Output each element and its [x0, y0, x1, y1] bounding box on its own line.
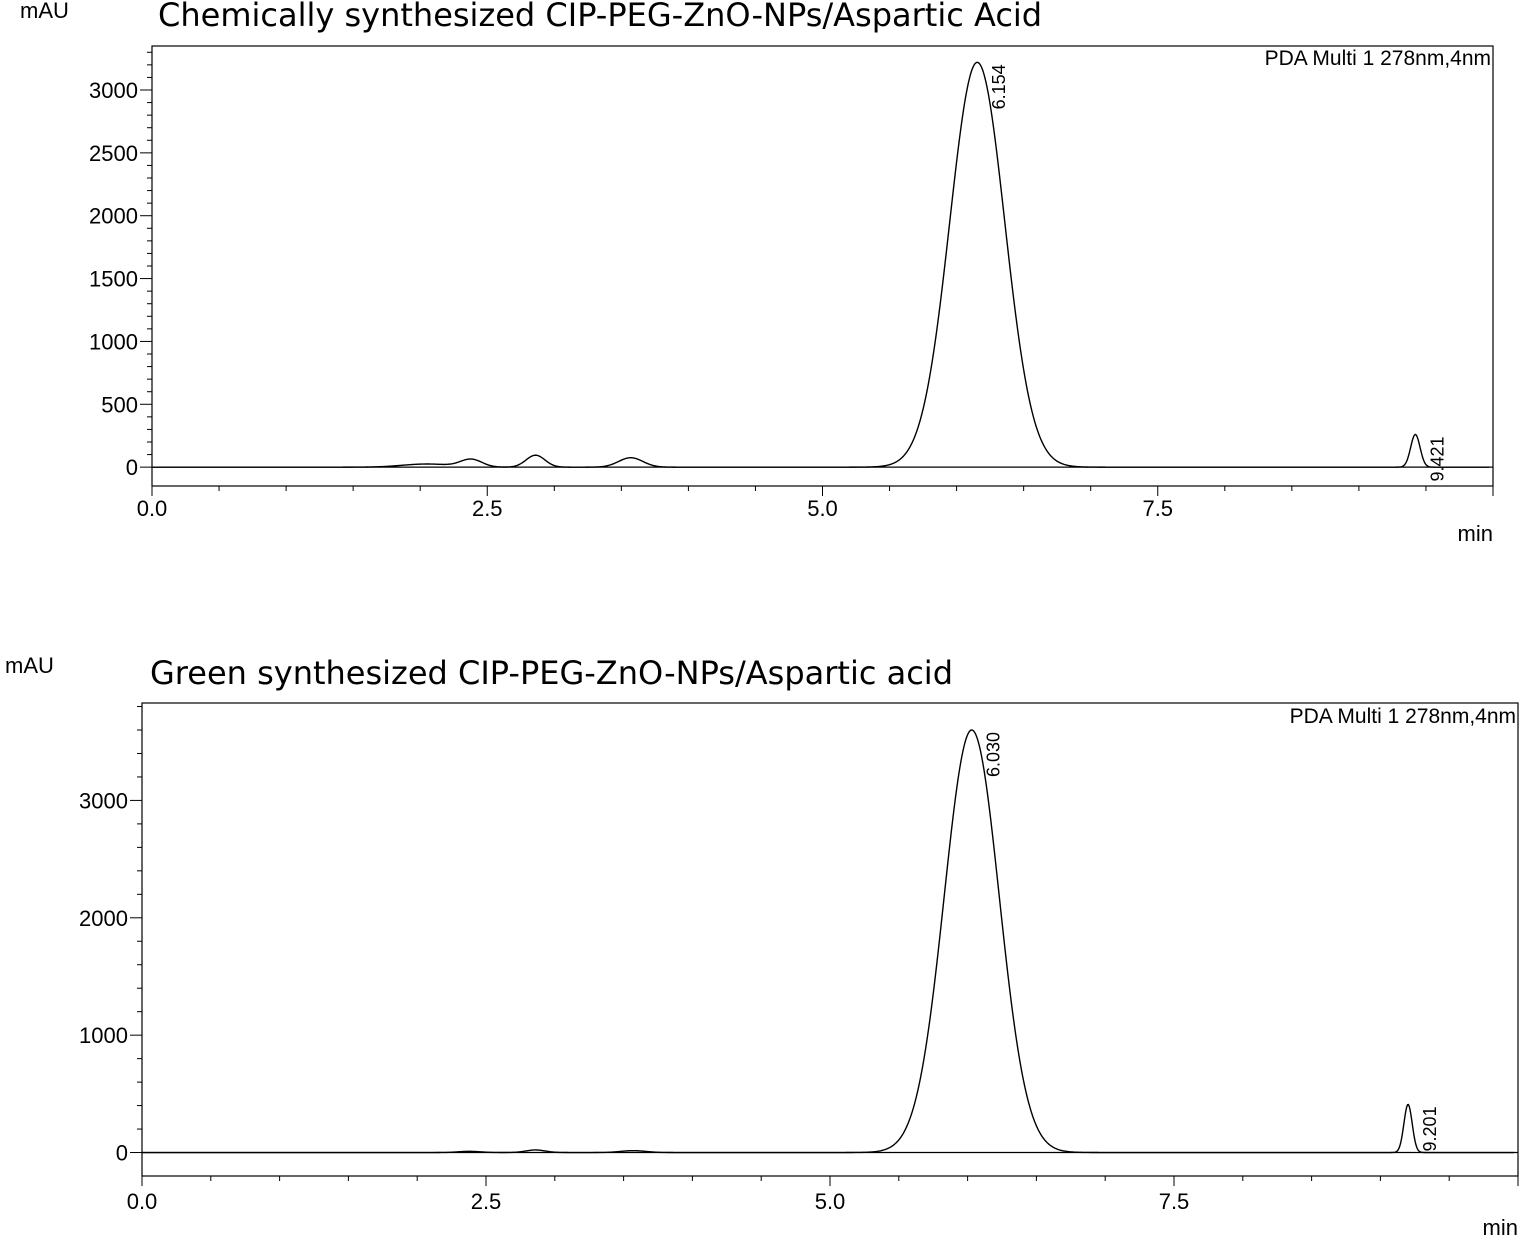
y-tick-label: 0	[126, 455, 138, 480]
y-tick-label: 500	[101, 392, 138, 417]
y-tick-label: 2000	[79, 906, 128, 931]
x-axis-unit-label: min	[1483, 1215, 1518, 1240]
peak-label: 6.154	[989, 64, 1009, 109]
chromatogram-trace	[152, 61, 1489, 468]
x-tick-label: 0.0	[137, 496, 168, 521]
plot-frame	[141, 702, 1519, 1177]
x-tick-label: 5.0	[815, 1189, 846, 1214]
peak-label: 9.421	[1427, 436, 1447, 481]
y-tick-label: 3000	[79, 788, 128, 813]
y-tick-label: 2500	[89, 141, 138, 166]
y-tick-label: 0	[116, 1141, 128, 1166]
chart-title: Chemically synthesized CIP-PEG-ZnO-NPs/A…	[158, 0, 1042, 34]
chromatogram-chemical: mAU Chemically synthesized CIP-PEG-ZnO-N…	[20, 0, 1494, 546]
y-tick-label: 1000	[79, 1023, 128, 1048]
x-tick-label: 2.5	[471, 1189, 502, 1214]
y-tick-label: 1500	[89, 267, 138, 292]
x-axis-unit-label: min	[1458, 521, 1493, 546]
chromatogram-green: mAU Green synthesized CIP-PEG-ZnO-NPs/As…	[5, 653, 1519, 1240]
x-tick-label: 7.5	[1142, 496, 1173, 521]
legend-entry: PDA Multi 1 278nm,4nm	[1265, 47, 1491, 70]
x-tick-label: 0.0	[127, 1189, 158, 1214]
plot-frame	[151, 45, 1494, 487]
y-tick-label: 3000	[89, 78, 138, 103]
y-tick-label: 1000	[89, 329, 138, 354]
y-axis-unit-label: mAU	[20, 0, 69, 23]
x-tick-label: 7.5	[1159, 1189, 1190, 1214]
chromatogram-trace	[142, 729, 1514, 1154]
x-tick-label: 2.5	[472, 496, 503, 521]
y-axis-unit-label: mAU	[5, 653, 54, 678]
chart-title: Green synthesized CIP-PEG-ZnO-NPs/Aspart…	[150, 654, 953, 692]
y-tick-label: 2000	[89, 204, 138, 229]
x-tick-label: 5.0	[807, 496, 838, 521]
legend-entry: PDA Multi 1 278nm,4nm	[1290, 705, 1516, 728]
peak-label: 6.030	[984, 732, 1004, 777]
peak-label: 9.201	[1420, 1106, 1440, 1151]
